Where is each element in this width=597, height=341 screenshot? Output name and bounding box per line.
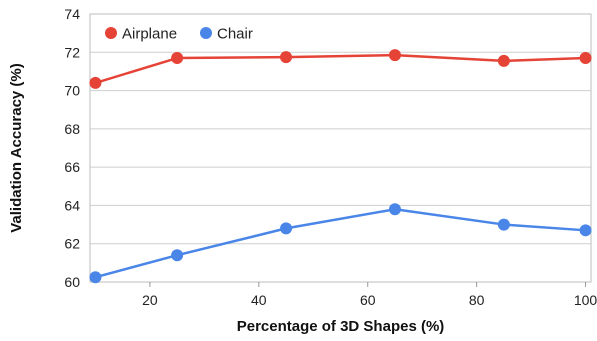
data-point-chair-100 [579,224,592,237]
x-tick-40: 40 [251,292,267,308]
y-tick-labels: 60 62 64 66 68 70 72 74 [64,6,80,290]
data-point-chair-45 [280,222,293,235]
data-point-chair-65 [388,203,401,216]
data-point-airplane-85 [497,54,510,67]
data-point-chair-25 [171,249,184,262]
series-line-airplane [95,53,586,85]
x-tick-labels: 20 40 60 80 100 [142,282,597,308]
y-tick-64: 64 [64,197,80,213]
plot-area-border [89,13,592,283]
data-point-airplane-25 [171,52,184,65]
y-tick-74: 74 [64,6,80,22]
x-tick-60: 60 [360,292,376,308]
y-tick-68: 68 [64,121,80,137]
data-point-airplane-45 [280,51,293,64]
legend-label-airplane: Airplane [122,26,177,43]
y-tick-70: 70 [64,83,80,99]
x-tick-100: 100 [574,292,597,308]
series-line-chair [95,208,586,279]
data-point-airplane-100 [579,52,592,65]
legend: Airplane Chair [105,26,253,43]
data-point-airplane-65 [388,49,401,62]
legend-marker-chair [200,27,212,39]
y-tick-60: 60 [64,274,80,290]
x-axis-title: Percentage of 3D Shapes (%) [237,318,445,335]
y-axis-title: Validation Accuracy (%) [8,63,25,233]
y-tick-62: 62 [64,236,80,252]
gridlines [89,13,592,283]
y-tick-66: 66 [64,159,80,175]
data-point-chair-85 [497,218,510,231]
x-tick-80: 80 [469,292,485,308]
legend-label-chair: Chair [217,26,253,43]
data-point-airplane-10 [89,76,102,89]
series-layer [89,49,592,284]
data-point-chair-10 [89,271,102,284]
x-tick-20: 20 [142,292,158,308]
y-tick-72: 72 [64,44,80,60]
legend-marker-airplane [105,27,117,39]
